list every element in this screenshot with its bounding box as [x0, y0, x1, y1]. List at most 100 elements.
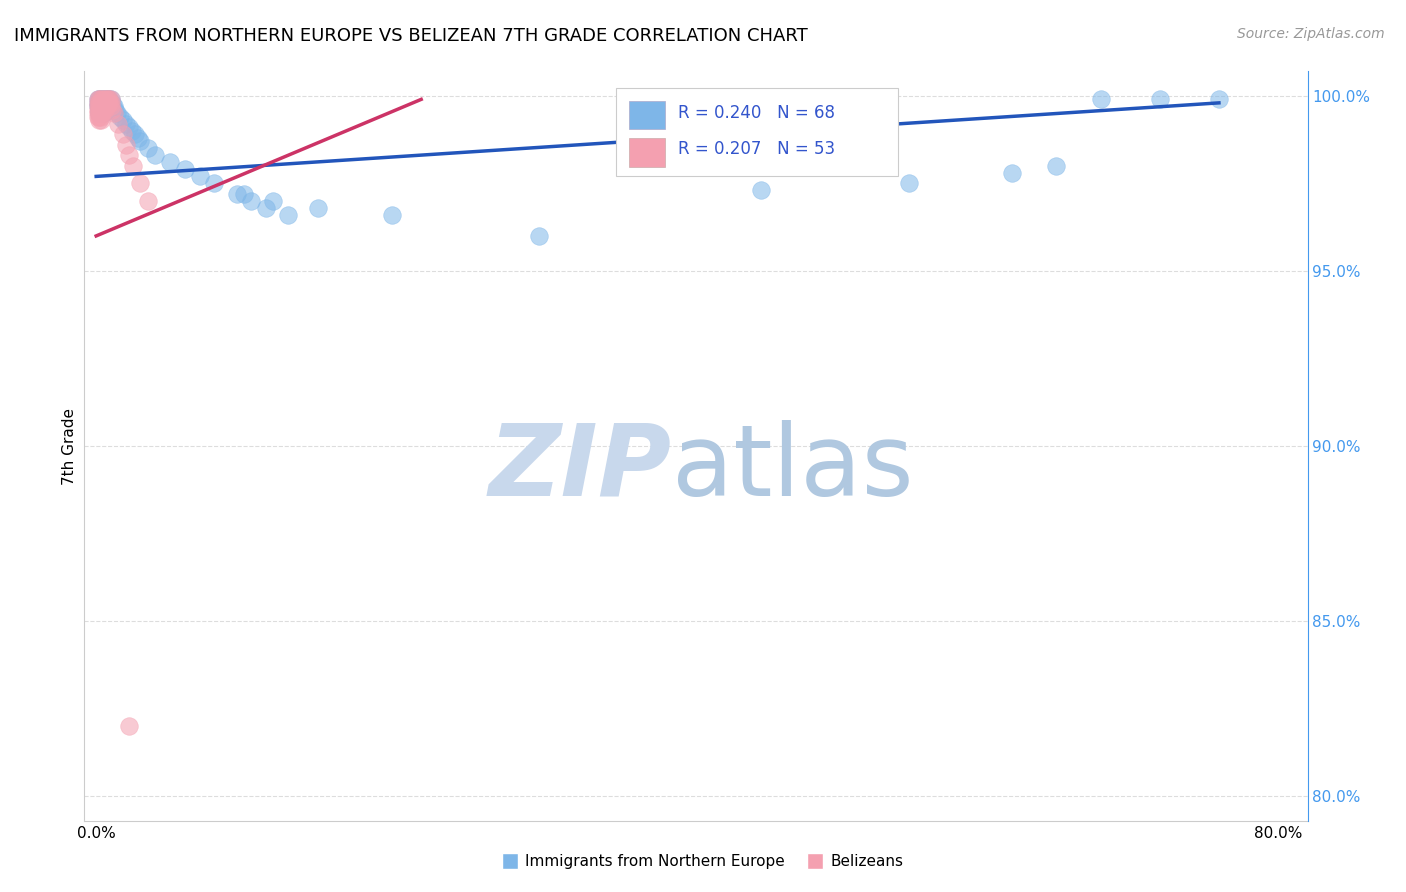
- Point: [94, 99, 117, 113]
- Point: [100, 92, 122, 106]
- Point: [89, 106, 111, 120]
- Point: [96, 92, 118, 106]
- Point: [262, 194, 284, 208]
- Point: [89, 95, 111, 110]
- Point: [277, 208, 299, 222]
- Point: [91, 99, 114, 113]
- Point: [101, 103, 124, 117]
- Point: [101, 95, 124, 110]
- Point: [90, 106, 112, 120]
- Point: [93, 106, 115, 120]
- Point: [90, 99, 112, 113]
- Point: [97, 103, 120, 117]
- Point: [91, 103, 114, 117]
- Point: [111, 128, 134, 142]
- Point: [86, 106, 108, 120]
- Point: [89, 99, 111, 113]
- Point: [96, 95, 118, 110]
- Point: [118, 120, 141, 135]
- FancyBboxPatch shape: [628, 138, 665, 167]
- Point: [98, 99, 121, 113]
- Point: [96, 95, 118, 110]
- Point: [90, 110, 112, 124]
- Point: [118, 719, 141, 733]
- Point: [97, 95, 120, 110]
- Point: [91, 95, 114, 110]
- Point: [100, 95, 122, 110]
- Point: [90, 92, 112, 106]
- Text: R = 0.207   N = 53: R = 0.207 N = 53: [678, 140, 835, 158]
- Point: [93, 95, 115, 110]
- Point: [89, 99, 111, 113]
- Point: [127, 131, 149, 145]
- Point: [91, 95, 114, 110]
- Point: [89, 103, 111, 117]
- Point: [96, 99, 118, 113]
- Point: [89, 95, 111, 110]
- Point: [96, 99, 118, 113]
- Point: [86, 99, 108, 113]
- Point: [104, 103, 127, 117]
- Point: [202, 177, 225, 191]
- Point: [89, 113, 111, 128]
- Point: [136, 141, 159, 155]
- Point: [91, 99, 114, 113]
- Point: [105, 106, 128, 120]
- Point: [94, 99, 117, 113]
- Point: [143, 148, 166, 162]
- Point: [159, 155, 181, 169]
- Point: [121, 124, 143, 138]
- Point: [1090, 92, 1112, 106]
- Point: [136, 194, 159, 208]
- Point: [89, 92, 111, 106]
- Point: [93, 92, 115, 106]
- Point: [96, 92, 118, 106]
- Text: IMMIGRANTS FROM NORTHERN EUROPE VS BELIZEAN 7TH GRADE CORRELATION CHART: IMMIGRANTS FROM NORTHERN EUROPE VS BELIZ…: [14, 27, 808, 45]
- Point: [89, 110, 111, 124]
- Point: [1001, 166, 1024, 180]
- Point: [111, 113, 134, 128]
- Point: [98, 95, 121, 110]
- Point: [94, 103, 117, 117]
- Point: [1208, 92, 1230, 106]
- Point: [89, 103, 111, 117]
- Point: [89, 92, 111, 106]
- Point: [86, 95, 108, 110]
- Point: [94, 92, 117, 106]
- Point: [97, 92, 120, 106]
- Point: [749, 183, 772, 197]
- Point: [232, 186, 254, 201]
- Point: [225, 186, 247, 201]
- Point: [118, 148, 141, 162]
- Point: [129, 177, 152, 191]
- Point: [86, 110, 108, 124]
- Text: Source: ZipAtlas.com: Source: ZipAtlas.com: [1237, 27, 1385, 41]
- Point: [114, 117, 136, 131]
- Point: [93, 99, 115, 113]
- Point: [240, 194, 263, 208]
- Point: [93, 103, 115, 117]
- Text: R = 0.240   N = 68: R = 0.240 N = 68: [678, 104, 835, 122]
- Point: [100, 92, 122, 106]
- Point: [91, 92, 114, 106]
- Point: [86, 92, 108, 106]
- Point: [897, 177, 920, 191]
- Point: [89, 106, 111, 120]
- Point: [91, 92, 114, 106]
- Point: [93, 95, 115, 110]
- Point: [86, 95, 108, 110]
- Point: [91, 106, 114, 120]
- Point: [90, 99, 112, 113]
- Legend: Immigrants from Northern Europe, Belizeans: Immigrants from Northern Europe, Belizea…: [496, 848, 910, 875]
- Text: ZIP: ZIP: [488, 420, 672, 517]
- Point: [98, 92, 121, 106]
- Point: [254, 201, 277, 215]
- Point: [122, 159, 145, 173]
- Point: [97, 92, 120, 106]
- Point: [100, 103, 122, 117]
- Point: [86, 103, 108, 117]
- Point: [90, 103, 112, 117]
- Point: [93, 103, 115, 117]
- Point: [307, 201, 329, 215]
- Point: [94, 92, 117, 106]
